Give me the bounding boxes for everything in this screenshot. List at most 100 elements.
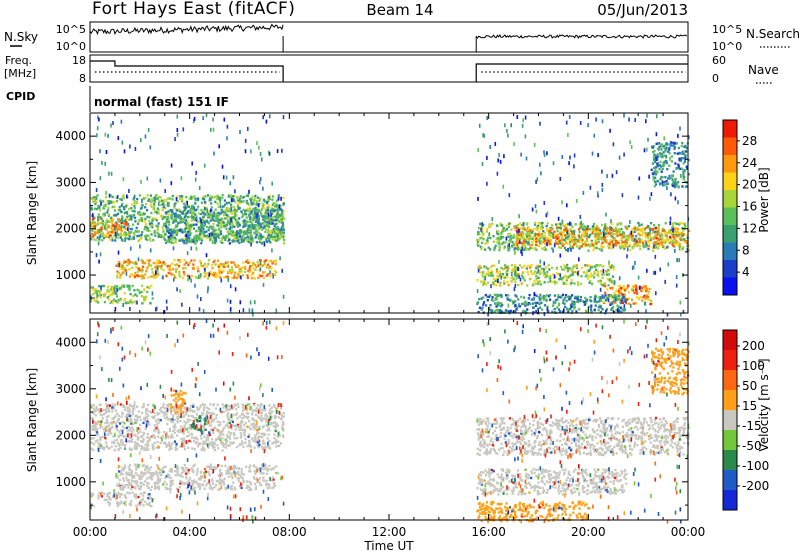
power-cell [566,263,569,267]
power-cell [263,276,266,280]
power-cell [561,277,564,280]
power-cell [597,193,599,198]
power-cell [221,194,224,197]
power-cell [620,310,623,314]
power-cell [489,248,492,251]
power-cell [214,241,217,245]
power-cell [549,278,551,283]
power-cell [509,299,512,302]
power-cell [200,297,202,302]
power-cell [559,222,562,225]
power-cell [144,298,147,301]
power-cell [258,268,261,272]
power-cell [534,232,537,237]
power-cell [656,230,659,233]
power-cell [258,235,261,238]
power-cell [150,221,153,225]
velocity-cell [159,441,162,445]
velocity-cell [269,408,272,411]
power-cell [527,297,531,300]
velocity-cell [100,425,103,429]
power-cell [655,142,658,145]
power-cell [108,193,111,198]
power-cell [675,184,678,188]
power-cell [206,194,210,197]
power-cell [144,223,147,226]
power-cell [667,262,670,267]
power-frame [89,112,689,314]
power-cell [216,202,219,205]
velocity-cell [221,437,224,440]
power-cell [245,200,248,203]
power-cell [282,228,285,232]
power-cell [239,130,241,134]
power-cell [534,204,537,209]
power-cell [663,241,666,244]
power-cell [489,225,492,228]
power-cell [239,267,242,270]
power-cell [120,198,123,202]
power-cell [537,265,541,268]
velocity-cell [187,431,190,434]
power-cell [240,210,243,213]
power-cell [206,277,209,280]
power-cell [113,209,116,212]
power-cell [201,221,204,225]
power-cell [281,233,284,236]
power-cell [102,214,105,217]
power-cell [678,151,681,155]
power-cell [221,164,224,169]
power-cell [99,252,102,257]
power-cell [158,235,161,238]
power-cell [593,133,596,138]
power-cell [168,197,171,200]
power-cell [606,288,609,291]
power-cell [626,254,628,259]
power-cell [630,234,633,238]
power-cell [250,234,253,237]
power-cell [588,228,591,231]
power-cell [175,267,178,270]
power-cell [622,287,626,290]
power-cell [103,300,106,304]
power-cell [270,222,273,225]
power-cell [109,230,112,234]
power-cell [659,235,662,238]
power-cell [643,148,646,153]
power-cell [645,287,648,290]
velocity-cell [208,441,212,444]
power-cell [570,240,573,243]
power-cell [152,276,155,279]
power-cell [198,274,200,279]
power-cell [646,147,648,152]
power-cell [196,294,199,299]
power-cell [522,118,524,123]
power-cell [127,237,131,241]
power-cell [656,153,659,156]
power-cell [191,161,193,166]
power-cell [482,223,485,227]
power-cell [263,203,266,207]
power-cell [657,226,660,229]
power-cell [155,307,157,312]
power-cell [118,262,121,267]
power-cell [187,231,190,234]
power-cell [602,284,605,287]
power-cell [556,272,559,275]
velocity-cell [163,414,166,417]
power-cell [236,195,239,199]
power-cell [651,231,655,234]
power-cell [178,270,181,274]
power-cell [90,295,93,298]
power-cell [593,271,596,274]
power-cell [638,244,641,248]
power-cell [132,294,135,298]
power-cell [252,199,255,202]
power-cell [600,249,603,252]
power-cell [272,195,275,198]
power-cell [211,212,214,216]
power-cell [615,298,618,301]
power-cell [522,234,525,238]
power-cell [121,202,124,206]
power-cell [618,245,621,248]
